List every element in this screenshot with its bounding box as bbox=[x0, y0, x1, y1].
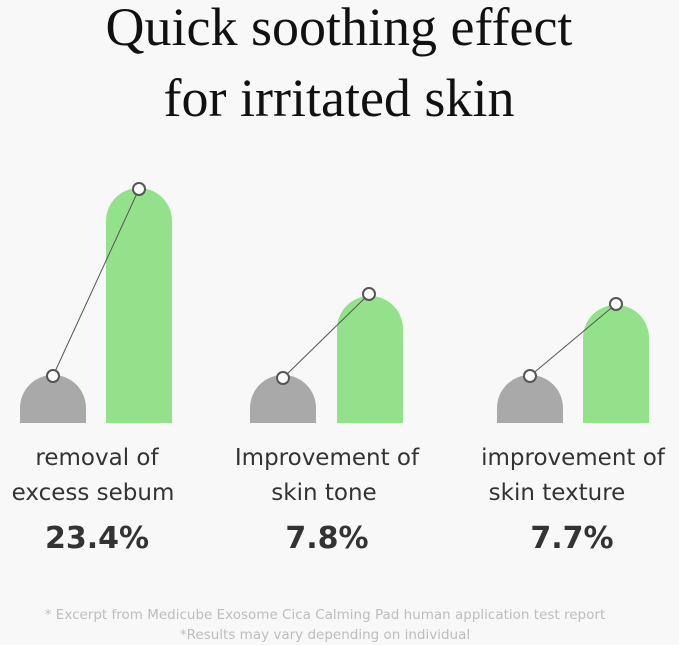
before-dot bbox=[276, 371, 290, 385]
group-value: 7.7% bbox=[530, 521, 613, 556]
before-bar bbox=[20, 375, 86, 423]
group-value: 7.8% bbox=[285, 521, 368, 556]
connector bbox=[52, 188, 140, 377]
after-bar bbox=[337, 296, 403, 423]
after-bar bbox=[106, 188, 172, 423]
title-line: for irritated skin bbox=[164, 68, 515, 128]
after-bar bbox=[583, 305, 649, 423]
group-label: improvement of bbox=[481, 445, 666, 471]
comparison-bars bbox=[250, 287, 403, 423]
comparison-bars bbox=[20, 182, 172, 423]
group-label: skin texture bbox=[489, 480, 626, 506]
connector bbox=[529, 303, 617, 377]
group-label: excess sebum bbox=[12, 480, 175, 506]
before-dot bbox=[523, 369, 537, 383]
group-label: skin tone bbox=[271, 480, 376, 506]
before-dot bbox=[46, 369, 60, 383]
footnote: *Results may vary depending on individua… bbox=[180, 627, 470, 643]
group-value: 23.4% bbox=[45, 521, 149, 556]
after-dot bbox=[132, 182, 146, 196]
after-dot bbox=[362, 287, 376, 301]
after-dot bbox=[609, 297, 623, 311]
group-label: Improvement of bbox=[235, 445, 420, 471]
footnote: * Excerpt from Medicube Exosome Cica Cal… bbox=[45, 607, 605, 623]
comparison-bars bbox=[497, 297, 649, 423]
before-bar bbox=[497, 375, 563, 423]
connector bbox=[282, 293, 370, 379]
before-bar bbox=[250, 375, 316, 423]
title-line: Quick soothing effect bbox=[106, 0, 573, 57]
group-label: removal of bbox=[35, 445, 159, 471]
